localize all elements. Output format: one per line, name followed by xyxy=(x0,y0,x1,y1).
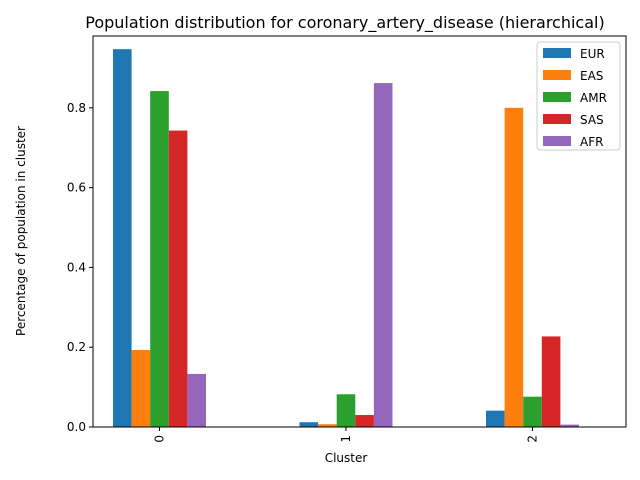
bar-sas-cluster-1 xyxy=(355,415,374,427)
legend-label-eas: EAS xyxy=(580,69,603,83)
bar-eur-cluster-0 xyxy=(113,49,132,428)
bar-afr-cluster-1 xyxy=(373,83,393,427)
y-tick-label: 0.4 xyxy=(67,260,86,274)
bar-afr-cluster-0 xyxy=(187,373,206,427)
x-axis: 0 1 2 xyxy=(153,427,540,443)
legend-swatch-sas xyxy=(543,114,571,124)
bar-sas-cluster-0 xyxy=(168,130,188,427)
x-tick-label: 1 xyxy=(339,435,353,443)
bar-eas-cluster-2 xyxy=(504,107,524,427)
bar-afr-cluster-2 xyxy=(560,424,579,427)
bar-eur-cluster-2 xyxy=(486,410,505,427)
bar-amr-cluster-2 xyxy=(523,396,542,427)
legend-swatch-amr xyxy=(543,92,571,102)
bar-eas-cluster-0 xyxy=(131,350,151,427)
legend-swatch-eas xyxy=(543,70,571,80)
legend-label-afr: AFR xyxy=(580,135,603,149)
bar-amr-cluster-0 xyxy=(150,91,169,427)
x-tick-label: 2 xyxy=(526,435,540,443)
legend: EUR EAS AMR SAS AFR xyxy=(536,41,621,151)
y-tick-label: 0.6 xyxy=(67,181,86,195)
y-tick-label: 0.2 xyxy=(67,340,86,354)
y-tick-label: 0.0 xyxy=(67,420,86,434)
bar-sas-cluster-2 xyxy=(541,336,561,427)
y-tick-label: 0.8 xyxy=(67,101,86,115)
x-axis-label: Cluster xyxy=(325,451,368,465)
bar-eur-cluster-1 xyxy=(299,422,319,427)
y-axis: 0.0 0.2 0.4 0.6 0.8 xyxy=(67,101,93,434)
bar-amr-cluster-1 xyxy=(336,394,356,427)
bars-group xyxy=(113,49,579,428)
legend-label-eur: EUR xyxy=(580,47,605,61)
legend-label-sas: SAS xyxy=(580,113,604,127)
legend-swatch-eur xyxy=(543,48,571,58)
x-tick-label: 0 xyxy=(153,435,167,443)
y-axis-label: Percentage of population in cluster xyxy=(14,126,28,336)
plot-frame xyxy=(92,35,627,428)
legend-label-amr: AMR xyxy=(580,91,607,105)
bar-eas-cluster-1 xyxy=(318,424,337,427)
chart-title: Population distribution for coronary_art… xyxy=(85,13,604,33)
legend-swatch-afr xyxy=(543,136,571,146)
